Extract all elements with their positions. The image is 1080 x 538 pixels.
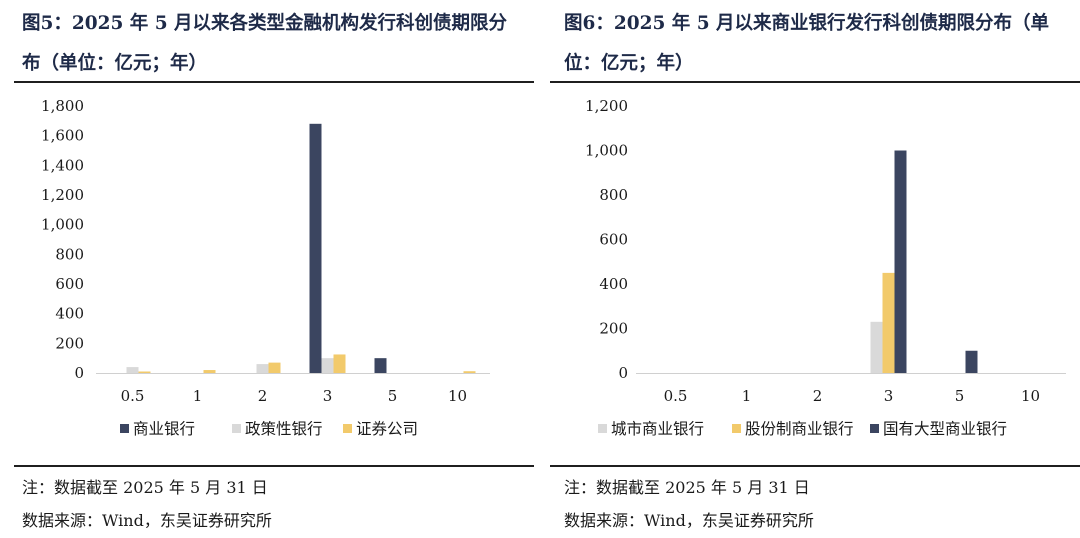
legend-label: 证券公司 xyxy=(356,420,418,438)
x-tick-label: 3 xyxy=(323,387,333,405)
legend-swatch xyxy=(732,424,741,433)
divider xyxy=(14,81,534,83)
divider xyxy=(550,81,1080,83)
bar xyxy=(882,272,895,373)
chart-source: 数据来源：Wind，东吴证券研究所 xyxy=(564,511,814,530)
x-tick-label: 5 xyxy=(955,387,965,405)
bar-chart-institutions: 0 200 400 600 800 1,000 1,200 1,400 1,600 1,800 0.… xyxy=(41,97,490,438)
y-tick-label: 1,200 xyxy=(41,186,84,204)
y-tick-label: 200 xyxy=(55,334,84,352)
x-tick-label: 0.5 xyxy=(121,387,145,405)
chart-note: 注：数据截至 2025 年 5 月 31 日 xyxy=(22,478,268,497)
bar xyxy=(321,358,334,373)
legend-swatch xyxy=(232,424,241,433)
bar xyxy=(138,371,151,373)
chart-panel-left: 图5：2025 年 5 月以来各类型金融机构发行科创债期限分布（单位：亿元；年）… xyxy=(0,0,534,538)
chart-title: 图5：2025 年 5 月以来各类型金融机构发行科创债期限分布（单位：亿元；年） xyxy=(22,13,508,74)
legend-swatch xyxy=(343,424,352,433)
bar xyxy=(870,321,883,373)
chart-panel-right: 图6：2025 年 5 月以来商业银行发行科创债期限分布（单位：亿元；年） 0 2… xyxy=(548,0,1080,538)
bar xyxy=(256,364,269,373)
y-tick-label: 1,000 xyxy=(585,142,628,160)
bar xyxy=(268,362,281,373)
y-tick-label: 800 xyxy=(55,245,84,263)
legend-label: 城市商业银行 xyxy=(611,420,704,438)
x-tick-label: 10 xyxy=(1021,387,1040,405)
chart-source: 数据来源：Wind，东吴证券研究所 xyxy=(22,511,272,530)
chart-note: 注：数据截至 2025 年 5 月 31 日 xyxy=(564,478,810,497)
y-tick-label: 600 xyxy=(599,231,628,249)
legend-label: 国有大型商业银行 xyxy=(883,420,1007,438)
bar xyxy=(374,358,387,373)
x-tick-label: 3 xyxy=(884,387,894,405)
bar xyxy=(203,370,216,373)
x-tick-label: 10 xyxy=(448,387,467,405)
bar xyxy=(965,350,978,373)
x-tick-label: 1 xyxy=(193,387,203,405)
x-tick-label: 2 xyxy=(258,387,268,405)
legend-swatch xyxy=(870,424,879,433)
y-tick-label: 1,800 xyxy=(41,97,84,115)
legend-swatch xyxy=(598,424,607,433)
bar xyxy=(333,354,346,373)
chart-title: 图6：2025 年 5 月以来商业银行发行科创债期限分布（单位：亿元；年） xyxy=(564,13,1050,74)
bar-chart-commercial-banks: 0 200 400 600 800 1,000 1,200 0.5 1 2 3 5 10 城市商业银行 股份… xyxy=(585,97,1066,438)
x-tick-label: 5 xyxy=(388,387,398,405)
y-tick-label: 0 xyxy=(618,364,628,382)
bar xyxy=(894,150,907,373)
legend-label: 商业银行 xyxy=(133,420,195,438)
bar xyxy=(463,371,476,373)
x-tick-label: 0.5 xyxy=(664,387,688,405)
y-tick-label: 800 xyxy=(599,186,628,204)
y-tick-label: 200 xyxy=(599,320,628,338)
x-tick-label: 1 xyxy=(742,387,752,405)
y-tick-label: 0 xyxy=(74,364,84,382)
y-tick-label: 1,000 xyxy=(41,216,84,234)
y-tick-label: 400 xyxy=(55,305,84,323)
legend-swatch xyxy=(120,424,129,433)
x-tick-label: 2 xyxy=(813,387,823,405)
y-tick-label: 600 xyxy=(55,275,84,293)
legend-label: 政策性银行 xyxy=(245,420,323,438)
y-tick-label: 1,600 xyxy=(41,127,84,145)
bar xyxy=(309,123,322,373)
y-tick-label: 1,400 xyxy=(41,156,84,174)
divider xyxy=(14,465,534,467)
legend-label: 股份制商业银行 xyxy=(745,420,854,438)
divider xyxy=(550,465,1080,467)
bar xyxy=(126,367,139,373)
y-tick-label: 400 xyxy=(599,275,628,293)
y-tick-label: 1,200 xyxy=(585,97,628,115)
